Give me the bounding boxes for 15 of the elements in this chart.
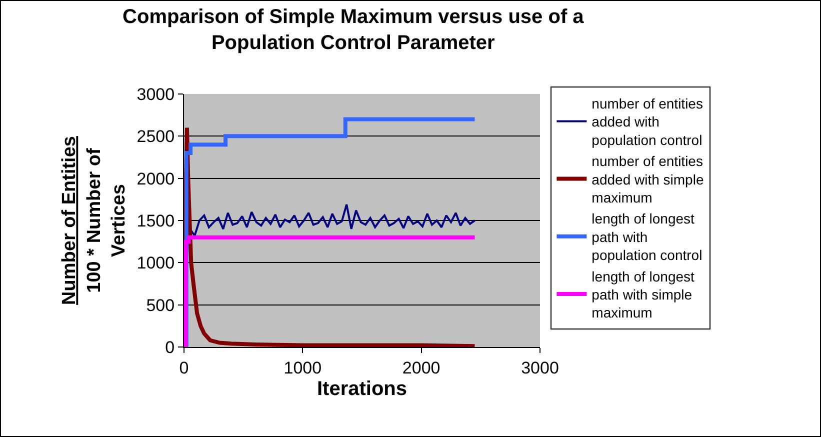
- x-tick-label: 0: [179, 358, 189, 378]
- x-tick-label: 2000: [402, 358, 440, 378]
- x-tick-label: 1000: [284, 358, 322, 378]
- y-tick-label: 0: [165, 338, 175, 357]
- legend-label: length of longest path with simple maximum: [592, 268, 695, 321]
- y-axis-title: Number of Entities 100 * Number of Vertices: [59, 136, 130, 305]
- x-tick-label: 3000: [521, 358, 559, 378]
- y-tick-label: 500: [146, 296, 175, 315]
- y-tick-label: 3000: [136, 84, 175, 104]
- y-tick-label: 1500: [136, 211, 175, 230]
- y-tick-label: 1000: [136, 254, 175, 273]
- y-tick-label: 2000: [136, 169, 175, 188]
- y-tick-label: 2500: [136, 127, 175, 146]
- x-axis-title: Iterations: [316, 378, 408, 400]
- chart-title: Comparison of Simple Maximum versus use of a Population Control Parameter: [122, 6, 585, 54]
